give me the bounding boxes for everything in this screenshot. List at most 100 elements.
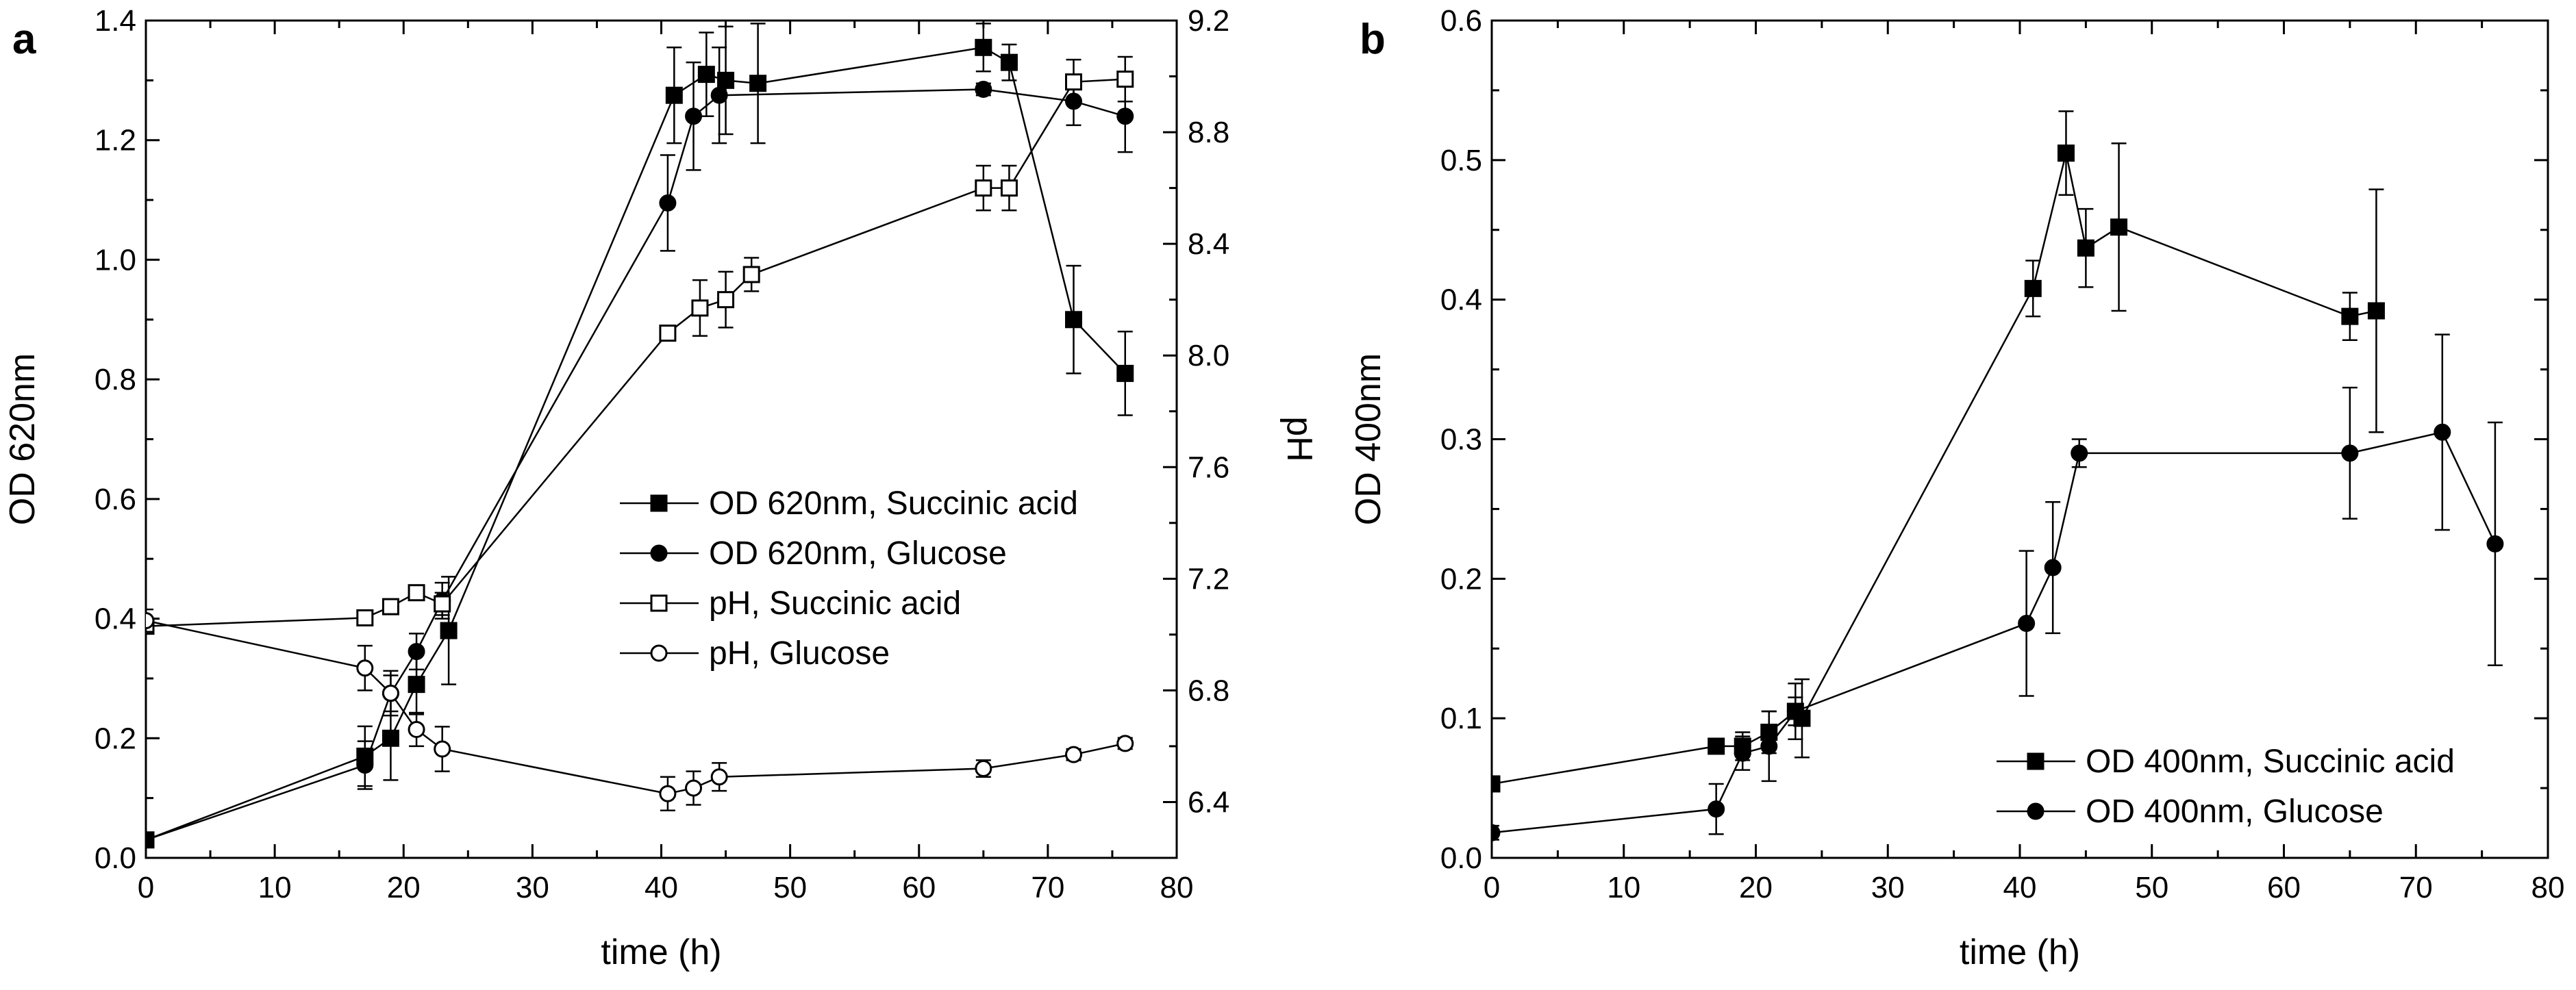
data-point: [146, 611, 155, 629]
data-point: [1116, 71, 1134, 88]
data-point: [382, 598, 399, 615]
y-tick-label: 0.8: [95, 363, 136, 396]
data-point: [2341, 444, 2359, 462]
data-point: [2044, 559, 2062, 576]
y-tick-label: 1.2: [95, 124, 136, 157]
series-line: [146, 88, 1126, 841]
y-tick-label: 0.6: [95, 483, 136, 516]
data-point: [356, 659, 374, 677]
data-point: [434, 595, 451, 613]
data-point: [685, 779, 703, 797]
x-tick-label: 10: [258, 871, 292, 904]
series-3: [146, 55, 1134, 635]
plot-frame: [145, 19, 1178, 859]
x-axis-title: time (h): [601, 932, 721, 972]
data-point: [1786, 702, 1804, 720]
data-point: [2341, 307, 2359, 325]
x-tick-label: 20: [1739, 871, 1773, 904]
y-tick-label: 0.6: [1440, 4, 1482, 38]
x-tick-label: 40: [2003, 871, 2037, 904]
y2-tick-label: 7.2: [1188, 562, 1229, 596]
data-point: [440, 622, 458, 639]
data-point: [382, 729, 399, 747]
series-1: [146, 23, 1134, 849]
data-point: [434, 740, 451, 758]
series-line: [1492, 153, 2377, 785]
legend: OD 620nm, Succinic acid OD 620nm, Glucose…: [620, 485, 1078, 672]
chart-panel-a: a 0 10 20 30 40 50 60 70 80 0.0 0.2 0.4 0.6 0.8 1.0 1.2 1…: [3, 4, 1319, 972]
y2-tick-label: 7.6: [1188, 450, 1229, 484]
x-tick-label: 70: [2399, 871, 2433, 904]
data-point: [1708, 737, 1725, 755]
y2-tick-label: 8.0: [1188, 339, 1229, 372]
y2-tick-label: 8.8: [1188, 116, 1229, 149]
data-point: [1708, 800, 1725, 818]
data-point: [2057, 144, 2075, 162]
panel-letter: b: [1360, 16, 1386, 63]
legend-label: OD 400nm, Glucose: [2086, 794, 2384, 830]
data-point: [659, 785, 677, 802]
data-point: [710, 768, 728, 786]
data-point: [717, 291, 735, 309]
y2-tick-label: 6.8: [1188, 674, 1229, 707]
data-point: [1065, 746, 1082, 763]
series-2: [1492, 333, 2504, 841]
plot-frame: [1490, 19, 2549, 859]
x-axis-title: time (h): [1960, 932, 2080, 972]
legend-label: pH, Glucose: [709, 635, 890, 672]
data-point: [408, 676, 425, 694]
legend-marker: [650, 494, 668, 512]
data-point: [408, 720, 425, 738]
y-tick-label: 1.0: [95, 243, 136, 277]
data-point: [2367, 302, 2385, 320]
legend-marker: [650, 594, 668, 612]
data-point: [356, 757, 374, 774]
x-tick-label: 30: [1871, 871, 1905, 904]
legend-marker: [650, 644, 668, 662]
y2-tick-label: 9.2: [1188, 4, 1229, 38]
x-tick-label: 10: [1607, 871, 1640, 904]
data-point: [2077, 239, 2094, 257]
x-tick-label: 40: [645, 871, 678, 904]
legend-marker: [650, 544, 668, 562]
data-point: [710, 86, 728, 104]
data-point: [1116, 364, 1134, 382]
x-tick-label: 20: [387, 871, 421, 904]
x-tick-label: 60: [2267, 871, 2301, 904]
data-point: [356, 609, 374, 626]
data-point: [2071, 444, 2088, 462]
legend-label: OD 620nm, Glucose: [709, 535, 1007, 572]
data-point: [1065, 311, 1082, 329]
y2-axis-title: pH: [1279, 416, 1319, 461]
series-4: [146, 608, 1134, 811]
legend-label: OD 620nm, Succinic acid: [709, 485, 1078, 522]
data-point: [1492, 824, 1501, 841]
x-tick-label: 0: [1484, 871, 1500, 904]
y-tick-label: 0.2: [95, 722, 136, 755]
data-point: [2434, 423, 2451, 441]
data-point: [408, 584, 425, 602]
data-point: [2110, 218, 2128, 236]
data-point: [975, 38, 992, 56]
y-tick-label: 0.0: [1440, 841, 1482, 875]
data-point: [742, 266, 760, 283]
data-point: [1000, 53, 1018, 71]
data-point: [665, 86, 683, 104]
y2-tick-label: 6.4: [1188, 785, 1229, 819]
y-tick-label: 0.2: [1440, 562, 1482, 596]
data-point: [146, 831, 155, 849]
data-point: [1734, 744, 1751, 762]
y-tick-label: 0.5: [1440, 144, 1482, 177]
y-tick-label: 0.4: [95, 602, 136, 636]
x-tick-label: 50: [2135, 871, 2168, 904]
x-tick-label: 80: [1160, 871, 1194, 904]
y-axis-title: OD 620nm: [3, 353, 42, 525]
data-point: [1116, 107, 1134, 125]
data-point: [382, 684, 399, 702]
y-tick-label: 0.3: [1440, 423, 1482, 457]
data-point: [697, 66, 715, 84]
data-point: [975, 760, 992, 778]
data-point: [659, 325, 677, 342]
data-point: [2024, 279, 2042, 297]
legend: OD 400nm, Succinic acid OD 400nm, Glucose: [1997, 744, 2455, 830]
